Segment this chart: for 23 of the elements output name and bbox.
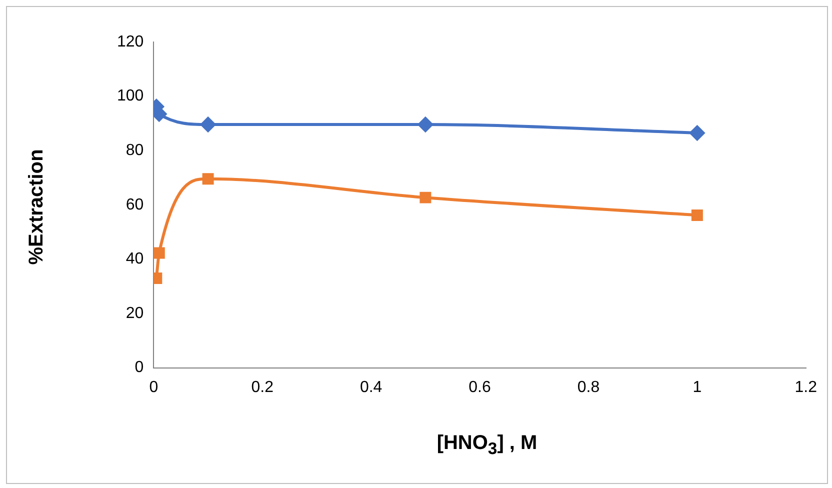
x-tick-label: 0.6 [468, 378, 492, 396]
point [420, 192, 432, 204]
y-tick-label: 40 [126, 250, 144, 268]
point [690, 125, 705, 140]
y-tick-label: 20 [126, 304, 144, 322]
point [418, 117, 433, 132]
x-tick-label: 1.2 [794, 378, 818, 396]
x-tick-label: 0.8 [577, 378, 600, 396]
y-tick-label: 100 [116, 88, 144, 105]
x-tick-label: 1 [692, 378, 702, 396]
point [691, 209, 703, 221]
x-tick-label: 0 [149, 378, 158, 396]
y-tick-label: 60 [126, 196, 144, 214]
point [200, 117, 216, 132]
y-tick-label: 120 [116, 33, 144, 50]
point [202, 173, 214, 185]
y-tick-label: 0 [134, 359, 144, 376]
x-axis-title: [HNO$_{3}$] , M [436, 432, 538, 459]
point [154, 247, 165, 259]
y-axis-title: %Extraction [26, 149, 48, 265]
y-tick-label: 80 [126, 142, 144, 160]
x-tick-label: 0.4 [360, 378, 382, 396]
x-tick-label: 0.2 [251, 378, 274, 396]
